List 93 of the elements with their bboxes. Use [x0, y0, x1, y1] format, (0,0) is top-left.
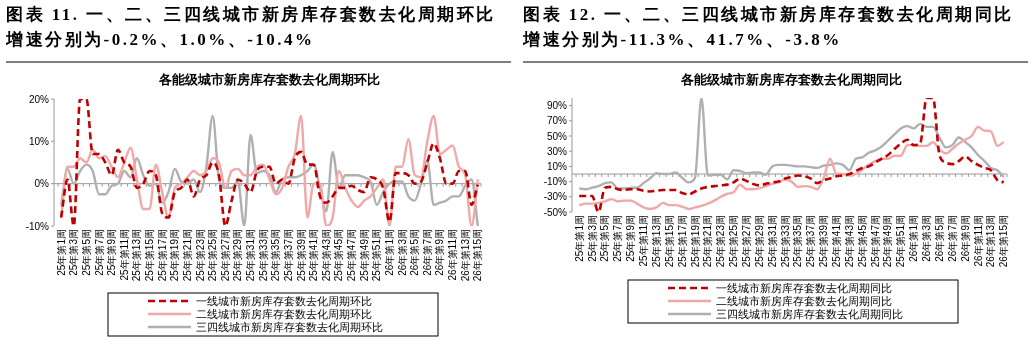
x-tick-label: 26年第5周	[933, 215, 945, 262]
x-tick-label: 26年第13周	[459, 229, 471, 282]
x-tick-label: 25年第1周	[55, 229, 67, 276]
x-tick-label: 25年第5周	[80, 229, 92, 276]
x-tick-label: 25年第9周	[625, 215, 637, 262]
x-tick-label: 25年第49周	[882, 215, 894, 268]
x-tick-label: 25年第31周	[245, 229, 257, 282]
x-tick-label: 25年第33周	[779, 215, 791, 268]
x-tick-label: 25年第43周	[843, 215, 855, 268]
x-tick-label: 25年第27周	[219, 229, 231, 282]
x-tick-label: 25年第23周	[715, 215, 727, 268]
x-tick-label: 25年第3周	[68, 229, 80, 276]
x-tick-label: 26年第5周	[409, 229, 421, 276]
x-tick-label: 25年第43周	[320, 229, 332, 282]
y-tick-label: 10%	[546, 160, 568, 172]
x-tick-label: 25年第37周	[282, 229, 294, 282]
x-tick-label: 25年第29周	[232, 229, 244, 282]
x-tick-label: 25年第29周	[753, 215, 765, 268]
legend-label: 三四线城市新房库存套数去化周期环比	[196, 321, 383, 333]
legend-label: 二线城市新房库存套数去化周期环比	[196, 308, 372, 320]
x-tick-label: 25年第11周	[638, 215, 650, 267]
legend-label: 二线城市新房库存套数去化周期同比	[716, 295, 892, 307]
x-tick-label: 25年第51周	[895, 215, 907, 268]
x-tick-label: 25年第7周	[612, 215, 624, 262]
x-tick-label: 25年第17周	[156, 229, 168, 282]
x-tick-label: 26年第9周	[959, 215, 971, 262]
x-tick-label: 25年第19周	[689, 215, 701, 268]
y-tick-label: 30%	[546, 145, 568, 157]
legend-label: 一线城市新房库存套数去化周期同比	[716, 282, 892, 294]
chart-title: 图表 12. 一、二、三四线城市新房库存套数去化周期同比增速分别为-11.3%、41.7%、-3.8%	[523, 4, 1015, 51]
x-tick-label: 26年第1周	[908, 215, 920, 262]
x-tick-label: 25年第21周	[702, 215, 714, 268]
x-tick-label: 25年第15周	[663, 215, 675, 268]
x-tick-label: 25年第35周	[270, 229, 282, 282]
x-tick-label: 25年第47周	[869, 215, 881, 268]
x-tick-label: 25年第27周	[740, 215, 752, 268]
y-tick-label: 10%	[28, 135, 50, 147]
x-tick-label: 25年第33周	[257, 229, 269, 282]
x-tick-label: 26年第11周	[972, 215, 984, 267]
x-tick-label: 25年第21周	[181, 229, 193, 282]
x-tick-label: 25年第31周	[766, 215, 778, 268]
x-tick-label: 25年第25周	[728, 215, 740, 268]
x-tick-label: 25年第25周	[207, 229, 219, 282]
y-tick-label: -30%	[543, 191, 568, 203]
x-tick-label: 26年第13周	[985, 215, 997, 268]
x-tick-label: 25年第45周	[333, 229, 345, 282]
y-tick-label: 70%	[546, 115, 568, 127]
x-tick-label: 25年第17周	[676, 215, 688, 268]
line-series	[578, 125, 1005, 211]
x-tick-label: 25年第5周	[599, 215, 611, 262]
x-tick-label: 26年第9周	[434, 229, 446, 276]
x-tick-label: 25年第35周	[792, 215, 804, 268]
y-tick-label: 20%	[28, 93, 50, 105]
x-tick-label: 26年第1周	[383, 229, 395, 276]
x-tick-label: 25年第23周	[194, 229, 206, 282]
x-tick-label: 25年第41周	[308, 229, 320, 282]
x-tick-label: 25年第47周	[346, 229, 358, 282]
x-tick-label: 25年第37周	[805, 215, 817, 268]
y-tick-label: 50%	[546, 130, 568, 142]
x-tick-label: 26年第11周	[447, 229, 459, 281]
x-tick-label: 26年第15周	[472, 229, 484, 282]
x-tick-label: 25年第1周	[573, 215, 585, 262]
x-tick-label: 26年第15周	[998, 215, 1010, 268]
y-tick-label: 90%	[546, 100, 568, 112]
line-series	[578, 98, 1005, 191]
x-tick-label: 25年第3周	[586, 215, 598, 262]
y-tick-label: 0%	[34, 178, 50, 190]
x-tick-label: 25年第39周	[295, 229, 307, 282]
x-tick-label: 26年第3周	[921, 215, 933, 262]
x-tick-label: 25年第45周	[856, 215, 868, 268]
x-tick-label: 25年第7周	[93, 229, 105, 276]
x-tick-label: 25年第41周	[831, 215, 843, 268]
x-tick-label: 25年第13周	[131, 229, 143, 282]
y-tick-label: -10%	[25, 220, 50, 232]
x-tick-label: 25年第19周	[169, 229, 181, 282]
y-tick-label: -10%	[543, 176, 568, 188]
x-tick-label: 25年第11周	[118, 229, 130, 281]
chart-title: 图表 11. 一、二、三四线城市新房库存套数去化周期环比增速分别为-0.2%、1.0%、-10.4%	[6, 4, 497, 51]
x-tick-label: 25年第51周	[371, 229, 383, 282]
y-tick-label: -50%	[543, 206, 568, 218]
x-tick-label: 25年第13周	[650, 215, 662, 268]
x-tick-label: 26年第7周	[946, 215, 958, 262]
legend-label: 一线城市新房库存套数去化周期环比	[196, 295, 372, 307]
legend-label: 三四线城市新房库存套数去化周期同比	[716, 308, 903, 320]
x-tick-label: 26年第7周	[421, 229, 433, 276]
x-tick-label: 25年第49周	[358, 229, 370, 282]
x-tick-label: 25年第39周	[818, 215, 830, 268]
chart-subtitle: 各能级城市新房库存套数去化周期环比	[158, 72, 380, 87]
x-tick-label: 26年第3周	[396, 229, 408, 276]
line-series	[577, 98, 1006, 212]
x-tick-label: 25年第9周	[106, 229, 118, 276]
x-tick-label: 25年第15周	[144, 229, 156, 282]
chart-subtitle: 各能级城市新房库存套数去化周期同比	[680, 72, 902, 87]
